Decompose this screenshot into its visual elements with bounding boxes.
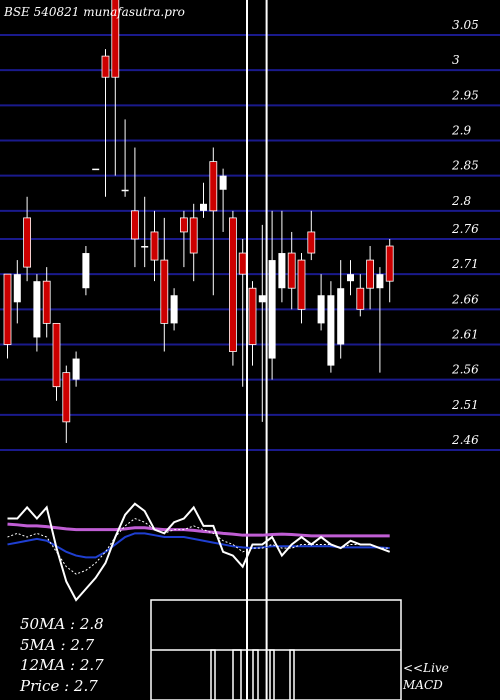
tick-label-3: 2.9 [451,124,471,138]
macd-bar-3 [269,649,275,700]
candle-body-20 [200,203,207,211]
macd-bar-1 [232,649,242,700]
tick-label-6: 2.76 [451,222,479,236]
price-label: Price : 2.7 [19,677,98,695]
white-dotted-line [7,517,390,575]
macd-bar-2 [252,649,259,700]
tick-label-4: 2.85 [451,159,479,173]
tick-label-11: 2.51 [451,398,479,412]
candle-body-8 [82,253,90,289]
tick-label-7: 2.71 [451,257,479,271]
candle-body-11 [111,0,120,78]
candle-body-10 [101,55,110,78]
candle-body-26 [258,295,266,303]
candle-body-16 [160,259,169,324]
price-axis-ticks: 3.05 3 2.95 2.9 2.85 2.8 2.76 2.71 2.66 2.61 2.56 2… [451,18,479,447]
candle-body-19 [189,217,198,254]
candle-body-22 [219,175,227,190]
candle-body-9 [92,168,100,171]
tick-label-9: 2.61 [451,327,479,341]
candle-body-35 [347,274,354,282]
blue-line [7,532,390,559]
candle-body-37 [366,259,375,289]
tick-label-2: 2.95 [451,88,479,102]
candles [3,0,394,443]
candle-body-24 [238,252,247,275]
candle-body-18 [179,217,188,233]
candle-body-27 [268,260,276,359]
candle-body-33 [327,295,335,366]
ma5-label: 5MA : 2.7 [20,636,95,654]
chart-title: BSE 540821 munafasutra.pro [3,5,185,19]
candle-body-0 [3,273,12,345]
ma50-label: 50MA : 2.8 [20,615,104,633]
candle-body-1 [13,274,21,303]
candle-body-28 [278,253,286,289]
tick-label-1: 3 [452,53,460,67]
candle-body-15 [150,231,159,261]
candle-body-3 [33,281,41,338]
tick-label-5: 2.8 [451,194,471,208]
candle-body-21 [209,161,218,212]
candle-body-2 [23,217,32,268]
candle-body-7 [72,358,80,380]
candle-body-25 [248,287,257,345]
macd-box [150,599,402,700]
tick-label-8: 2.66 [451,292,479,306]
indicator-panel [7,502,391,602]
candle-body-14 [141,246,149,248]
candle-body-17 [170,295,178,324]
candle-body-31 [307,231,316,254]
white-main-line [7,502,391,602]
candle-body-13 [130,210,139,240]
tick-label-10: 2.56 [451,363,479,377]
candle-body-38 [376,274,384,289]
candle-body-23 [228,217,237,352]
tick-label-12: 2.46 [451,433,479,447]
ma12-label: 12MA : 2.7 [20,656,104,674]
macd-live-label-2: MACD [402,678,443,692]
macd-live-label: <<Live [403,661,449,675]
macd-bar-4 [289,649,295,700]
tick-label-0: 3.05 [452,18,479,32]
candle-body-4 [42,280,51,324]
candle-body-39 [385,245,394,282]
candle-body-6 [62,372,71,423]
candle-body-36 [356,287,365,310]
candle-body-34 [337,288,345,345]
magenta-line [7,522,390,538]
candle-body-5 [52,322,61,388]
vertical-markers [246,0,268,700]
candle-body-29 [287,252,296,289]
macd-bar-0 [210,649,216,700]
candle-body-12 [121,189,129,192]
candle-body-32 [317,295,325,324]
candle-body-30 [297,259,306,310]
